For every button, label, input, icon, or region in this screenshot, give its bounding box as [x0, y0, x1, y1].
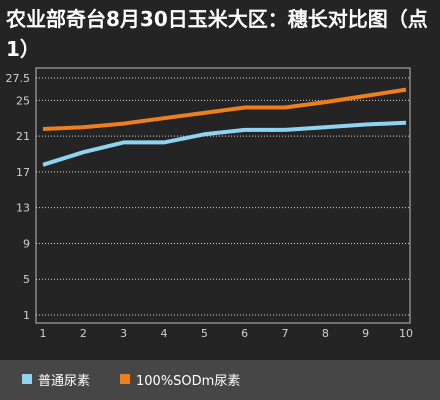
- legend-swatch-series-1: [22, 374, 32, 384]
- x-tick-label: 6: [241, 327, 248, 340]
- x-tick-label: 5: [201, 327, 208, 340]
- y-tick-label: 21: [16, 130, 30, 143]
- y-tick-label: 9: [23, 237, 30, 250]
- x-tick-label: 3: [120, 327, 127, 340]
- series-line-2: [42, 87, 407, 131]
- line-chart: 1 5 9 13 17 21 25 27.5 1 2 3 4 5 6 7 8 9 10: [6, 67, 414, 340]
- x-tick-label: 10: [399, 327, 413, 340]
- y-tick-label: 25: [16, 94, 30, 107]
- x-tick-label: 7: [282, 327, 289, 340]
- plot-frame: [35, 67, 411, 324]
- series-line-1: [42, 120, 407, 167]
- y-tick-label: 1: [23, 309, 30, 322]
- legend-item-series-1: 普通尿素: [22, 370, 91, 389]
- legend-label-series-2: 100%SODm尿素: [136, 373, 241, 389]
- legend-swatch-series-2: [120, 374, 130, 384]
- x-tick-label: 8: [322, 327, 329, 340]
- legend: 普通尿素 100%SODm尿素: [0, 360, 440, 400]
- x-axis-ticks: 1 2 3 4 5 6 7 8 9 10: [40, 327, 414, 340]
- chart-title: 农业部奇台8月30日玉米大区：穗长对比图（点1）: [6, 7, 428, 61]
- y-gridlines: [36, 77, 410, 316]
- y-tick-label: 27.5: [6, 72, 31, 85]
- y-tick-label: 13: [16, 202, 30, 215]
- x-tick-label: 2: [80, 327, 87, 340]
- series-lines: [42, 87, 407, 167]
- y-tick-label: 5: [23, 273, 30, 286]
- x-tick-label: 9: [362, 327, 369, 340]
- x-tick-label: 1: [40, 327, 47, 340]
- legend-item-series-2: 100%SODm尿素: [120, 370, 241, 389]
- x-tick-label: 4: [161, 327, 168, 340]
- y-axis-ticks: 1 5 9 13 17 21 25 27.5: [6, 72, 31, 322]
- y-tick-label: 17: [16, 166, 30, 179]
- legend-label-series-1: 普通尿素: [38, 373, 91, 389]
- plot-area-border: [35, 67, 411, 324]
